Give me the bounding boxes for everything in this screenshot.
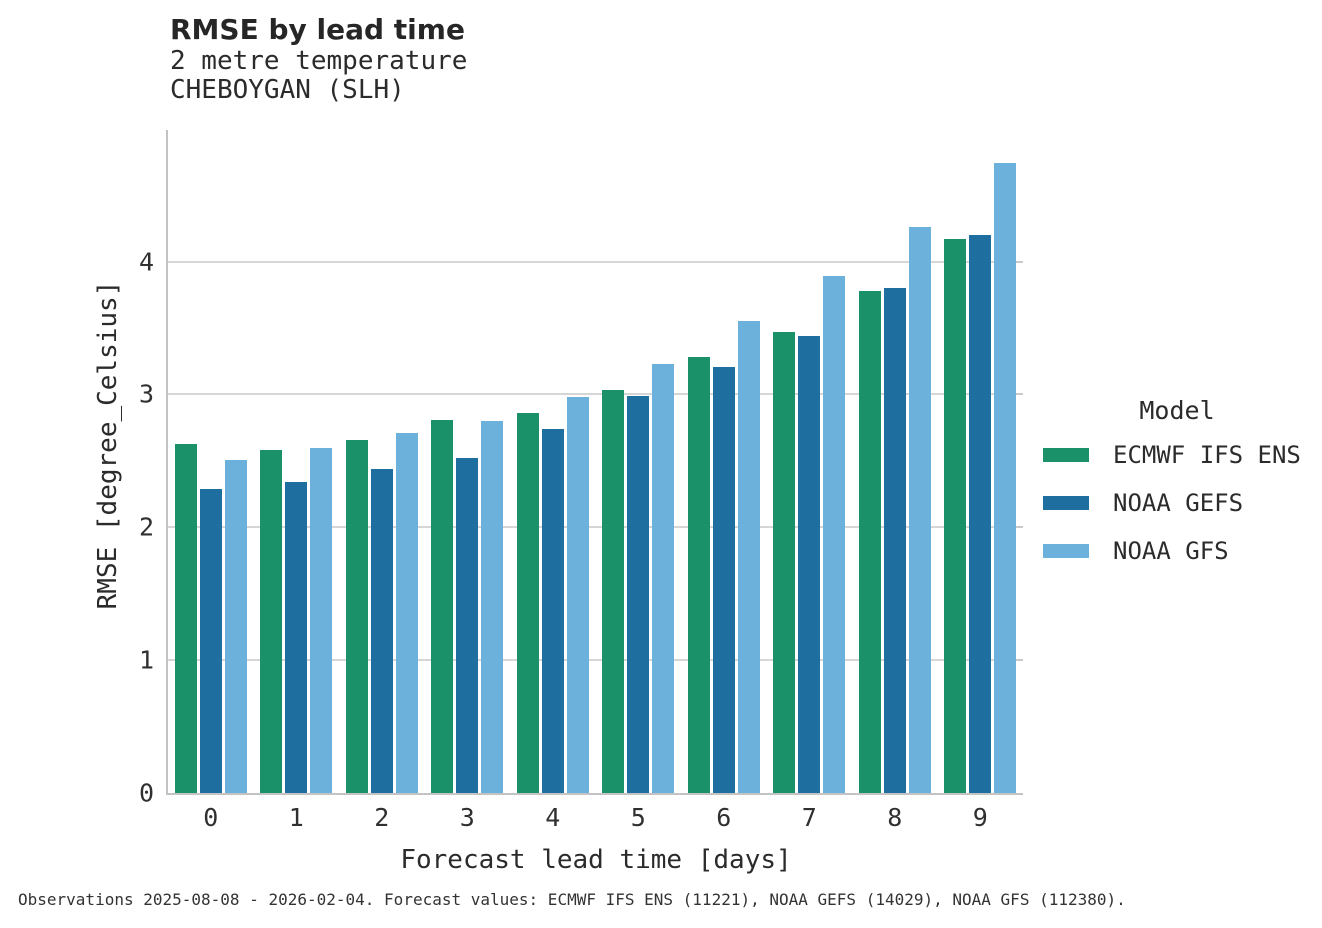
bar-ecmwf-ifs-ens-lead-0 — [174, 443, 197, 793]
gridline-y-1 — [168, 659, 1023, 662]
legend-swatch-icon — [1043, 448, 1089, 462]
right-tick-y-2 — [1015, 526, 1023, 529]
x-tick-label-0: 0 — [203, 803, 219, 832]
x-tick-label-4: 4 — [545, 803, 561, 832]
bar-ecmwf-ifs-ens-lead-6 — [687, 357, 710, 793]
legend: Model ECMWF IFS ENS NOAA GEFS NOAA GFS — [1043, 396, 1311, 585]
figure-caption: Observations 2025-08-08 - 2026-02-04. Fo… — [18, 890, 1126, 909]
bar-noaa-gefs-lead-0 — [199, 488, 222, 793]
y-axis-spine — [166, 130, 168, 793]
bar-noaa-gefs-lead-6 — [712, 366, 735, 793]
bar-noaa-gfs-lead-5 — [652, 363, 675, 793]
bar-noaa-gefs-lead-8 — [883, 288, 906, 793]
gridline-y-2 — [168, 526, 1023, 529]
x-tick-label-9: 9 — [972, 803, 988, 832]
legend-swatch-icon — [1043, 544, 1089, 558]
legend-label: NOAA GEFS — [1113, 489, 1244, 517]
bar-ecmwf-ifs-ens-lead-7 — [773, 331, 796, 793]
bar-noaa-gefs-lead-2 — [370, 468, 393, 793]
bar-noaa-gfs-lead-6 — [737, 321, 760, 793]
bar-noaa-gfs-lead-2 — [395, 432, 418, 793]
x-tick-label-7: 7 — [801, 803, 817, 832]
legend-entries: ECMWF IFS ENS NOAA GEFS NOAA GFS — [1043, 441, 1311, 565]
x-axis-spine — [166, 792, 1023, 795]
bar-noaa-gefs-lead-3 — [456, 458, 479, 793]
legend-label: ECMWF IFS ENS — [1113, 441, 1301, 469]
legend-entry-noaa-gefs: NOAA GEFS — [1043, 489, 1311, 517]
x-tick-label-3: 3 — [459, 803, 475, 832]
bar-noaa-gfs-lead-3 — [481, 420, 504, 793]
bar-ecmwf-ifs-ens-lead-4 — [516, 413, 539, 793]
bar-ecmwf-ifs-ens-lead-8 — [858, 290, 881, 793]
bar-noaa-gefs-lead-5 — [627, 395, 650, 793]
x-axis-title: Forecast lead time [days] — [400, 845, 792, 875]
bar-ecmwf-ifs-ens-lead-2 — [345, 439, 368, 793]
bar-ecmwf-ifs-ens-lead-1 — [260, 450, 283, 793]
y-tick-label-2: 2 — [138, 512, 154, 542]
bar-noaa-gfs-lead-7 — [823, 276, 846, 793]
bar-noaa-gfs-lead-1 — [310, 447, 333, 793]
legend-entry-ecmwf-ifs-ens: ECMWF IFS ENS — [1043, 441, 1311, 469]
legend-entry-noaa-gfs: NOAA GFS — [1043, 537, 1311, 565]
bar-noaa-gefs-lead-7 — [798, 335, 821, 793]
chart-header: RMSE by lead time 2 metre temperature CH… — [170, 12, 467, 105]
bar-noaa-gefs-lead-9 — [969, 234, 992, 793]
bar-ecmwf-ifs-ens-lead-3 — [431, 419, 454, 793]
bar-ecmwf-ifs-ens-lead-9 — [944, 238, 967, 793]
bar-noaa-gefs-lead-1 — [285, 482, 308, 793]
y-tick-label-3: 3 — [138, 379, 154, 409]
x-tick-label-1: 1 — [288, 803, 304, 832]
plot-area: 0 1 2 3 4 0 1 2 3 4 5 6 7 8 9 — [139, 130, 1023, 830]
x-tick-label-8: 8 — [887, 803, 903, 832]
x-tick-label-5: 5 — [630, 803, 646, 832]
y-axis-title: RMSE [degree_Celsius] — [93, 280, 123, 610]
gridline-y-3 — [168, 393, 1023, 396]
bar-noaa-gfs-lead-4 — [566, 397, 589, 793]
legend-label: NOAA GFS — [1113, 537, 1229, 565]
bar-noaa-gefs-lead-4 — [541, 428, 564, 793]
right-tick-y-4 — [1015, 260, 1023, 263]
x-tick-label-6: 6 — [716, 803, 732, 832]
bar-noaa-gfs-lead-9 — [994, 163, 1017, 793]
chart-subtitle-variable: 2 metre temperature — [170, 46, 468, 76]
right-tick-y-1 — [1015, 659, 1023, 662]
gridline-y-4 — [168, 260, 1023, 263]
legend-title: Model — [1139, 396, 1215, 425]
y-tick-label-1: 1 — [138, 645, 154, 675]
y-tick-label-0: 0 — [138, 778, 154, 808]
chart-subtitle-station: CHEBOYGAN (SLH) — [170, 75, 405, 106]
legend-swatch-icon — [1043, 496, 1089, 510]
y-tick-label-4: 4 — [138, 247, 154, 277]
chart-title: RMSE by lead time — [170, 13, 465, 46]
bar-ecmwf-ifs-ens-lead-5 — [602, 390, 625, 793]
bar-noaa-gfs-lead-8 — [908, 227, 931, 793]
right-tick-y-3 — [1015, 393, 1023, 396]
bar-noaa-gfs-lead-0 — [224, 459, 247, 793]
x-tick-label-2: 2 — [374, 803, 390, 832]
